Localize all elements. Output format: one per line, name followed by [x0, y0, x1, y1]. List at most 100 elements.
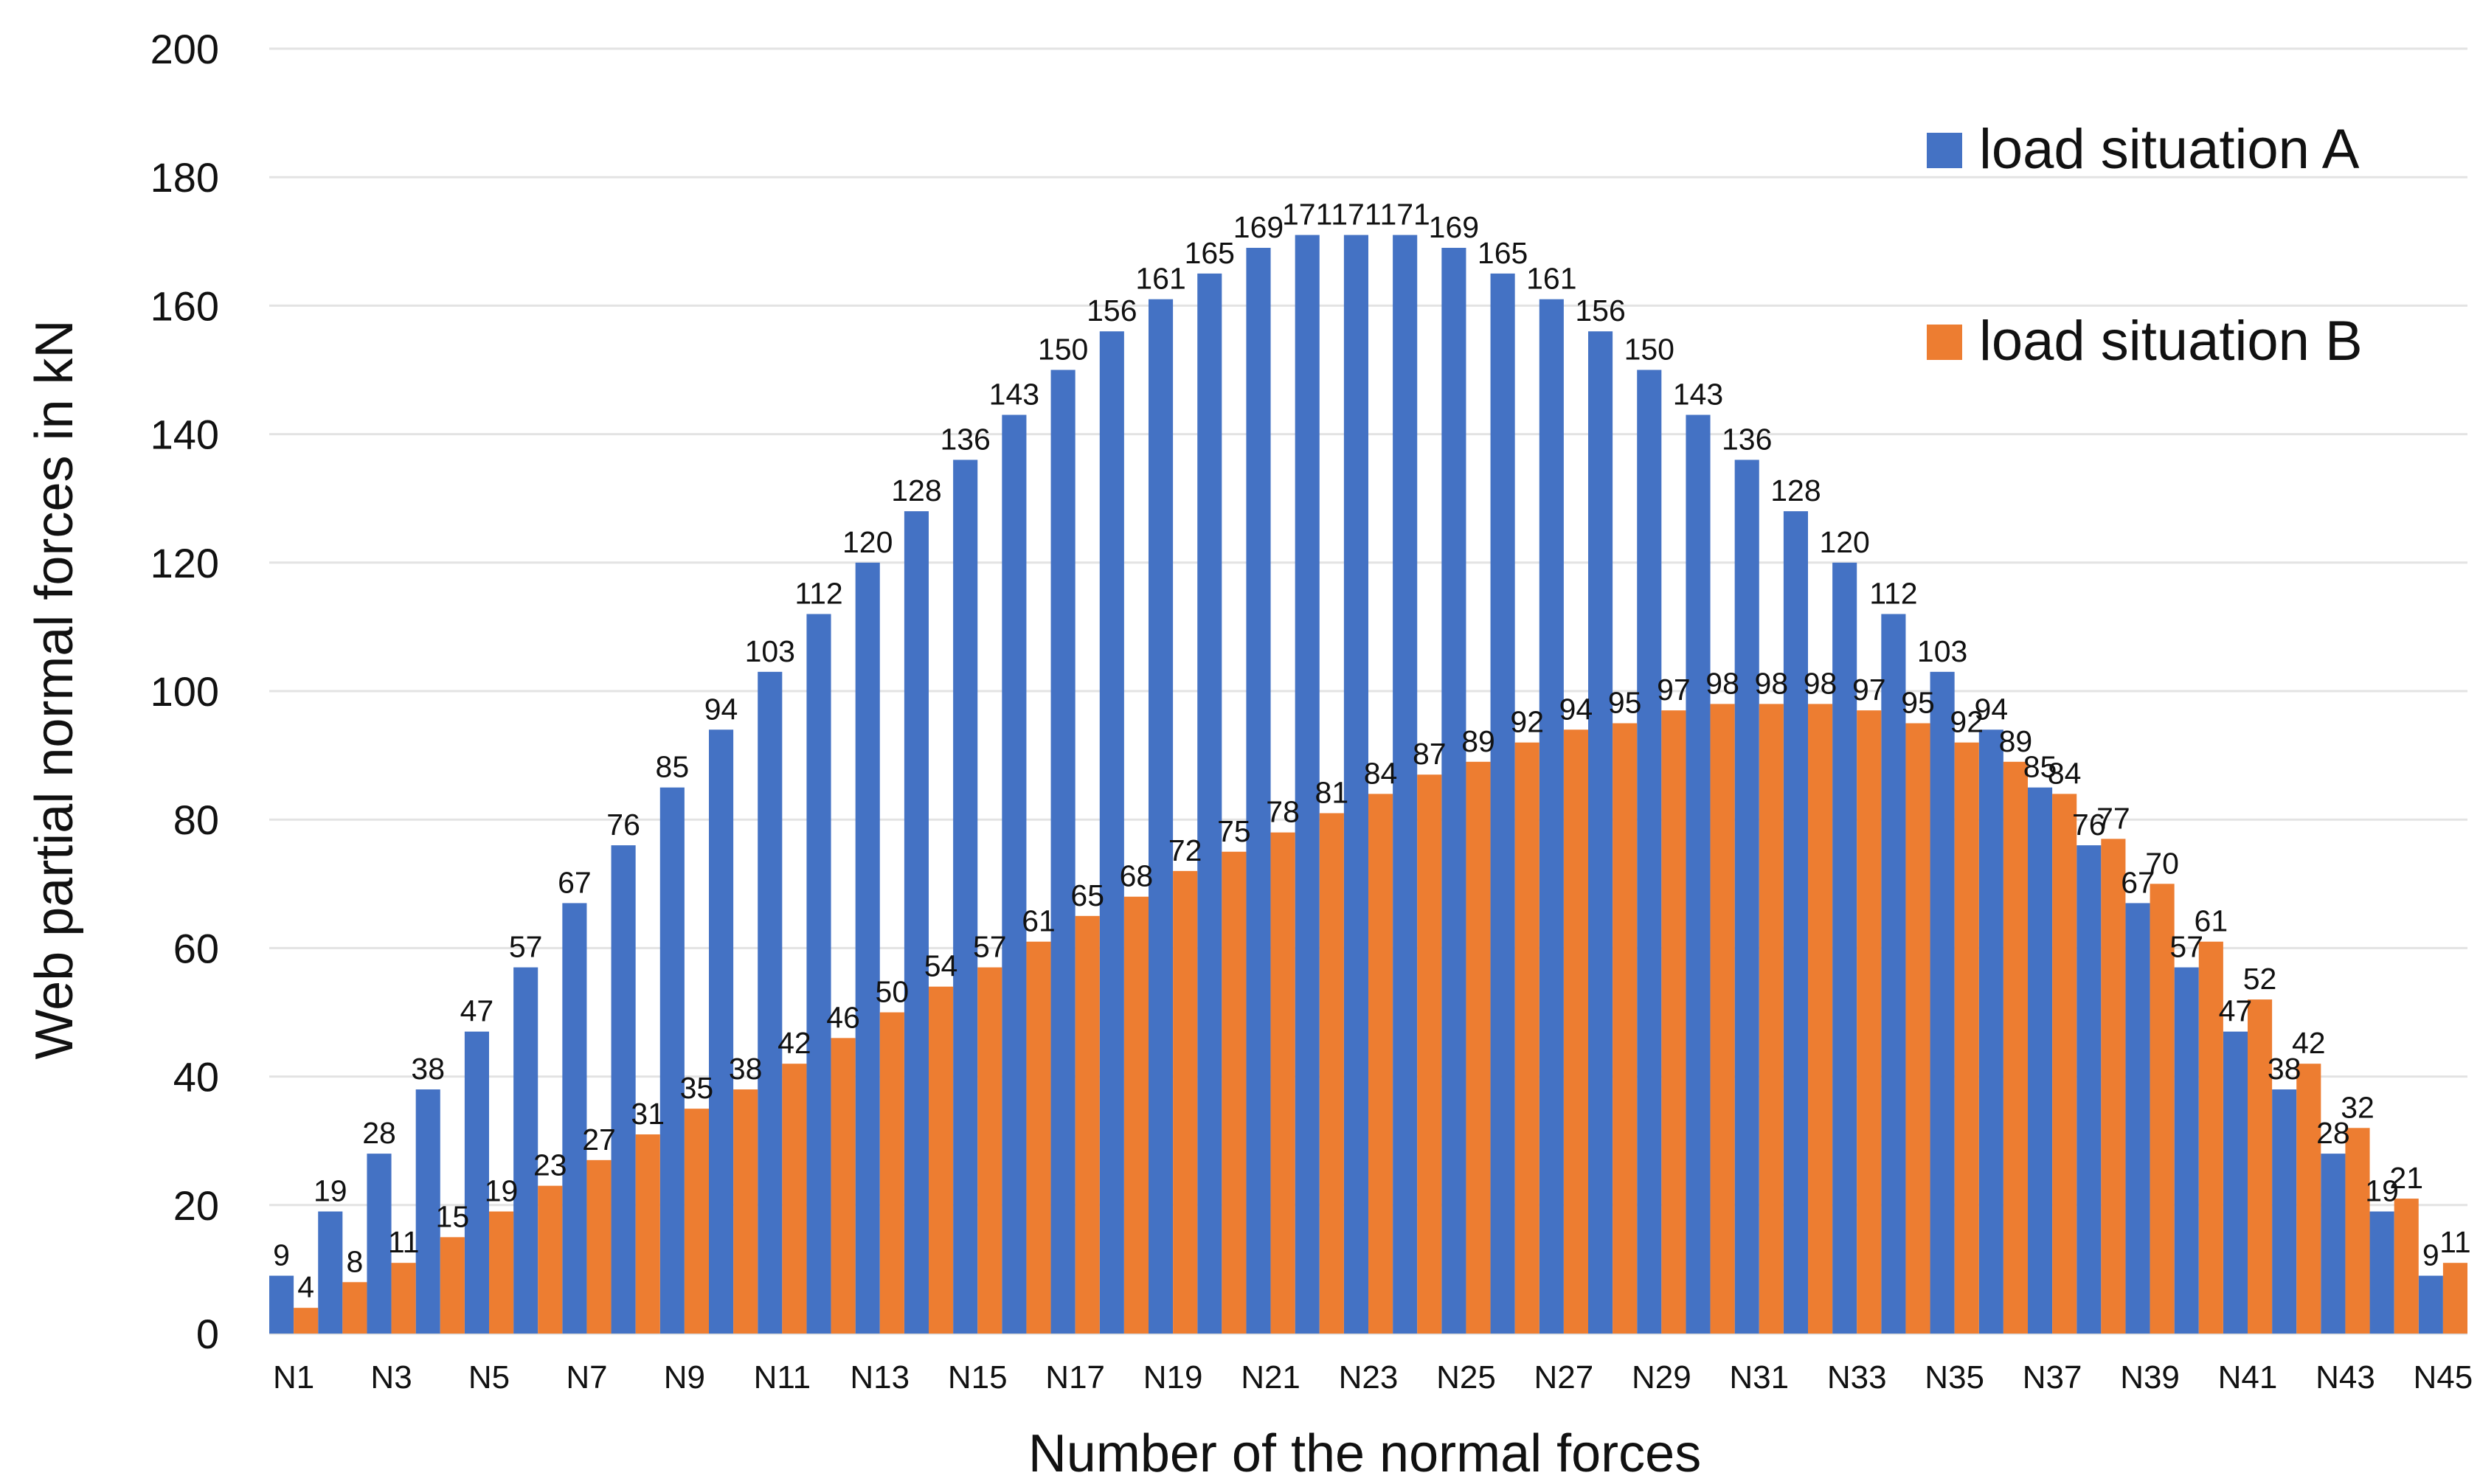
data-label-series-b: 15 — [436, 1199, 470, 1233]
data-label-series-a: 143 — [1673, 377, 1723, 411]
bar-series-a — [1441, 248, 1466, 1334]
data-label-series-b: 54 — [924, 949, 958, 983]
bar-series-a — [709, 729, 734, 1334]
legend-label-a: load situation A — [1979, 118, 2360, 181]
bar-series-a — [2369, 1211, 2394, 1334]
bar-series-b — [1026, 941, 1051, 1334]
data-label-series-a: 150 — [1624, 333, 1674, 367]
bar-series-b — [1319, 813, 1344, 1334]
y-tick-label: 160 — [150, 282, 219, 329]
bar-series-a — [2272, 1089, 2297, 1334]
data-label-series-b: 81 — [1315, 775, 1349, 809]
bar-series-a — [1197, 273, 1222, 1334]
x-tick-label: N3 — [370, 1359, 412, 1395]
y-tick-label: 200 — [150, 26, 219, 72]
data-label-series-a: 9 — [273, 1238, 290, 1272]
data-label-series-b: 70 — [2145, 846, 2179, 880]
bar-series-b — [1954, 742, 1979, 1334]
data-label-series-b: 92 — [1950, 705, 1984, 739]
bar-series-a — [318, 1211, 343, 1334]
bar-series-b — [1563, 729, 1588, 1334]
data-label-series-b: 92 — [1510, 705, 1544, 739]
bar-series-a — [1588, 331, 1613, 1334]
data-label-series-a: 85 — [656, 750, 690, 784]
data-label-series-a: 85 — [2023, 750, 2057, 784]
bar-series-b — [294, 1308, 319, 1334]
data-label-series-b: 84 — [1364, 756, 1398, 790]
bar-series-b — [586, 1159, 612, 1334]
bar-series-b — [1857, 710, 1882, 1334]
bar-series-a — [2125, 903, 2150, 1334]
data-label-series-a: 19 — [2365, 1174, 2399, 1208]
bar-series-a — [611, 845, 636, 1334]
data-label-series-a: 156 — [1087, 294, 1137, 327]
data-label-series-b: 31 — [631, 1097, 665, 1131]
data-label-series-b: 94 — [1559, 692, 1593, 726]
bar-series-b — [782, 1064, 807, 1334]
bar-series-a — [1393, 235, 1418, 1334]
data-label-series-a: 161 — [1135, 262, 1185, 296]
y-axis-title: Web partial normal forces in kN — [25, 319, 84, 1059]
data-label-series-b: 32 — [2341, 1090, 2375, 1124]
data-label-series-b: 61 — [1022, 904, 1056, 938]
data-label-series-a: 156 — [1575, 294, 1625, 327]
bar-series-b — [2345, 1128, 2370, 1334]
bar-series-group — [269, 235, 2467, 1334]
data-label-series-a: 76 — [2072, 808, 2106, 842]
data-label-series-b: 11 — [2439, 1225, 2471, 1259]
bar-series-a — [806, 614, 831, 1334]
data-label-series-a: 169 — [1429, 210, 1479, 244]
data-label-series-b: 89 — [1999, 724, 2033, 758]
bar-series-b — [440, 1237, 465, 1334]
data-label-series-b: 78 — [1266, 795, 1300, 829]
data-label-series-b: 87 — [1413, 737, 1447, 771]
bar-series-b — [684, 1109, 709, 1334]
data-label-series-a: 171 — [1379, 198, 1430, 232]
legend-swatch-b — [1927, 325, 1962, 360]
data-label-series-a: 165 — [1478, 236, 1528, 270]
x-tick-label: N23 — [1339, 1359, 1399, 1395]
data-label-series-b: 11 — [388, 1225, 420, 1259]
data-label-series-a: 47 — [2219, 994, 2253, 1028]
bar-series-a — [464, 1031, 489, 1334]
bar-series-b — [1417, 774, 1442, 1334]
bar-series-b — [2003, 761, 2028, 1334]
y-tick-label: 120 — [150, 540, 219, 586]
data-label-series-b: 38 — [729, 1052, 763, 1086]
data-label-series-b: 98 — [1755, 666, 1789, 700]
legend: load situation A load situation B — [1927, 118, 2363, 372]
legend-swatch-a — [1927, 133, 1962, 168]
x-tick-label: N45 — [2414, 1359, 2473, 1395]
data-label-series-a: 57 — [2169, 930, 2203, 964]
x-tick-label: N39 — [2120, 1359, 2180, 1395]
bar-series-b — [977, 967, 1002, 1334]
y-tick-label: 40 — [173, 1054, 219, 1100]
data-label-series-b: 27 — [582, 1123, 616, 1157]
data-label-series-a: 19 — [314, 1174, 347, 1208]
data-label-series-a: 171 — [1331, 198, 1381, 232]
legend-label-b: load situation B — [1979, 310, 2363, 372]
data-label-series-b: 95 — [1608, 686, 1642, 720]
bar-series-a — [855, 562, 880, 1334]
x-tick-label: N1 — [273, 1359, 314, 1395]
bar-series-a — [1686, 415, 1711, 1334]
data-label-series-a: 28 — [2316, 1116, 2350, 1150]
data-label-series-b: 61 — [2195, 904, 2228, 938]
bar-series-b — [1808, 704, 1833, 1334]
data-label-series-b: 97 — [1852, 673, 1886, 707]
data-label-series-a: 112 — [794, 576, 842, 610]
bar-series-a — [1783, 511, 1808, 1334]
bar-series-a — [1050, 370, 1076, 1334]
data-label-series-a: 169 — [1233, 210, 1284, 244]
data-label-series-b: 57 — [973, 930, 1007, 964]
x-tick-label: N7 — [566, 1359, 607, 1395]
data-label-series-b: 98 — [1804, 666, 1838, 700]
y-tick-label: 0 — [196, 1311, 219, 1357]
y-tick-label: 60 — [173, 925, 219, 971]
data-label-series-b: 77 — [2096, 801, 2130, 835]
y-axis-ticks: 0 20 40 60 80 100 120 140 160 180 200 — [150, 26, 219, 1357]
bar-series-a — [1099, 331, 1124, 1334]
bar-series-a — [2174, 967, 2199, 1334]
x-tick-label: N5 — [468, 1359, 510, 1395]
data-label-series-b: 84 — [2048, 756, 2082, 790]
